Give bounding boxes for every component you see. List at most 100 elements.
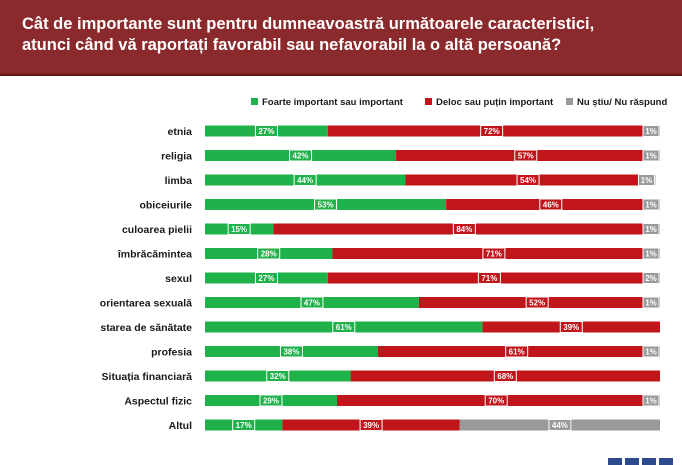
data-label-box-not-important-etnia	[480, 125, 504, 137]
legend-label-no-answer: Nu știu/ Nu răspund	[577, 97, 668, 108]
data-label-box-not-important-sexul	[477, 272, 501, 284]
data-label-important-limba: 44%	[297, 176, 313, 185]
data-label-no-answer-culoarea-pielii: 1%	[645, 225, 657, 234]
data-label-important-profesia: 38%	[283, 348, 299, 357]
data-label-box-not-important-profesia	[505, 345, 529, 358]
data-label-no-answer-imbracamintea: 1%	[645, 250, 657, 259]
data-label-box-important-limba	[293, 174, 317, 186]
data-label-box-important-imbracamintea	[257, 247, 281, 260]
data-label-important-aspectul-fizic: 29%	[263, 397, 279, 406]
data-label-no-answer-limba: 1%	[641, 176, 653, 185]
data-label-important-sexul: 27%	[258, 274, 274, 283]
data-label-important-situatia-financiara: 32%	[270, 372, 286, 381]
legend-label-important: Foarte important sau important	[262, 97, 403, 108]
data-label-important-religia: 42%	[293, 152, 309, 161]
data-label-important-obiceiurile: 53%	[318, 201, 334, 210]
legend-swatch-important	[251, 98, 258, 105]
data-label-box-not-important-limba	[516, 174, 540, 186]
data-label-box-not-important-situatia-financiara	[493, 370, 517, 382]
data-label-not-important-aspectul-fizic: 70%	[488, 397, 504, 406]
data-label-no-answer-etnia: 1%	[645, 127, 657, 136]
data-label-no-answer-aspectul-fizic: 1%	[645, 397, 657, 406]
data-label-box-not-important-obiceiurile	[539, 198, 563, 211]
footer-decoration	[608, 458, 674, 465]
header-divider	[0, 74, 682, 76]
data-label-box-important-altul	[232, 419, 256, 431]
data-label-important-culoarea-pielii: 15%	[231, 225, 247, 234]
data-label-box-important-etnia	[254, 125, 278, 137]
category-label-starea-de-sanatate: starea de sănătate	[100, 322, 192, 334]
data-label-not-important-culoarea-pielii: 84%	[456, 225, 472, 234]
chart-title-line-2: atunci când vă raportați favorabil sau n…	[22, 36, 562, 54]
legend-item-not-important: Deloc sau puțin important	[425, 97, 553, 111]
data-label-important-imbracamintea: 28%	[261, 250, 277, 259]
category-label-religia: religia	[161, 151, 192, 163]
data-label-box-no-answer-obiceiurile	[642, 198, 660, 211]
category-label-altul: Altul	[169, 420, 192, 432]
data-label-box-not-important-imbracamintea	[482, 247, 506, 260]
data-label-box-important-starea-de-sanatate	[332, 321, 356, 333]
data-label-not-important-orientarea-sexuala: 52%	[529, 299, 545, 308]
legend-item-important: Foarte important sau important	[251, 97, 403, 111]
data-label-box-no-answer-limba	[637, 174, 655, 186]
data-label-box-no-answer-culoarea-pielii	[642, 223, 660, 235]
data-label-box-not-important-starea-de-sanatate	[559, 321, 583, 333]
category-label-limba: limba	[165, 175, 193, 187]
data-label-no-answer-obiceiurile: 1%	[645, 201, 657, 210]
data-label-no-answer-sexul: 2%	[645, 274, 657, 283]
data-label-box-not-important-aspectul-fizic	[484, 394, 508, 407]
category-label-culoarea-pielii: culoarea pielii	[122, 224, 192, 236]
category-label-obiceiurile: obiceiurile	[139, 200, 192, 212]
data-label-no-answer-orientarea-sexuala: 1%	[645, 299, 657, 308]
data-label-box-important-orientarea-sexuala	[300, 296, 324, 309]
data-label-box-no-answer-sexul	[642, 272, 660, 284]
data-label-box-no-answer-altul	[548, 419, 572, 431]
category-label-aspectul-fizic: Aspectul fizic	[124, 396, 192, 408]
chart-header: Cât de importante sunt pentru dumneavoas…	[0, 0, 682, 74]
data-label-box-no-answer-orientarea-sexuala	[642, 296, 660, 309]
data-label-not-important-etnia: 72%	[484, 127, 500, 136]
chart-title-line-1: Cât de importante sunt pentru dumneavoas…	[22, 15, 595, 33]
data-label-box-important-religia	[289, 149, 313, 162]
legend-swatch-not-important	[425, 98, 432, 105]
data-label-not-important-religia: 57%	[518, 152, 534, 161]
category-label-sexul: sexul	[165, 273, 192, 285]
data-label-not-important-altul: 39%	[363, 421, 379, 430]
data-label-not-important-limba: 54%	[520, 176, 536, 185]
data-label-box-not-important-orientarea-sexuala	[525, 296, 549, 309]
data-label-box-no-answer-imbracamintea	[642, 247, 660, 260]
data-label-important-orientarea-sexuala: 47%	[304, 299, 320, 308]
data-label-box-important-situatia-financiara	[266, 370, 290, 382]
category-label-orientarea-sexuala: orientarea sexuală	[100, 298, 192, 310]
data-label-box-no-answer-etnia	[642, 125, 660, 137]
data-label-not-important-starea-de-sanatate: 39%	[563, 323, 579, 332]
data-label-not-important-imbracamintea: 71%	[486, 250, 502, 259]
data-label-important-altul: 17%	[236, 421, 252, 430]
data-label-box-not-important-altul	[359, 419, 383, 431]
data-label-not-important-sexul: 71%	[481, 274, 497, 283]
data-label-important-starea-de-sanatate: 61%	[336, 323, 352, 332]
data-label-no-answer-profesia: 1%	[645, 348, 657, 357]
data-label-not-important-situatia-financiara: 68%	[497, 372, 513, 381]
data-label-box-important-obiceiurile	[314, 198, 338, 211]
data-label-important-etnia: 27%	[258, 127, 274, 136]
data-label-not-important-obiceiurile: 46%	[543, 201, 559, 210]
data-label-not-important-profesia: 61%	[509, 348, 525, 357]
data-label-box-important-profesia	[279, 345, 303, 358]
data-label-box-no-answer-aspectul-fizic	[642, 394, 660, 407]
data-label-box-important-culoarea-pielii	[227, 223, 251, 235]
data-label-box-no-answer-profesia	[642, 345, 660, 358]
chart-legend: Foarte important sau important Deloc sau…	[0, 97, 682, 111]
legend-item-no-answer: Nu știu/ Nu răspund	[566, 97, 667, 111]
data-label-box-important-aspectul-fizic	[259, 394, 283, 407]
data-label-box-no-answer-religia	[642, 149, 660, 162]
legend-swatch-no-answer	[566, 98, 573, 105]
category-label-imbracamintea: îmbrăcămintea	[117, 249, 192, 261]
data-label-box-not-important-culoarea-pielii	[452, 223, 476, 235]
data-label-box-important-sexul	[254, 272, 278, 284]
category-label-etnia: etnia	[167, 126, 192, 138]
data-label-no-answer-religia: 1%	[645, 152, 657, 161]
category-label-profesia: profesia	[151, 347, 192, 359]
data-label-no-answer-altul: 44%	[552, 421, 568, 430]
